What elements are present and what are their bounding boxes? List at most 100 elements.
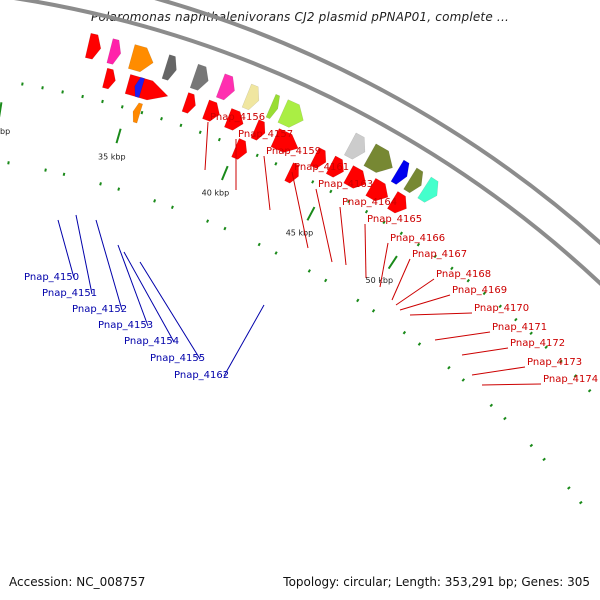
forward-gene-arrow[interactable] — [403, 167, 424, 194]
tick-mark — [217, 137, 221, 142]
scale-label: 35 kbp — [98, 152, 126, 161]
gene-label[interactable]: Pnap_4156 — [210, 112, 265, 123]
forward-gene-arrow[interactable] — [325, 155, 344, 178]
scale-label: 30 kbp — [0, 127, 10, 136]
gene-label[interactable]: Pnap_4165 — [367, 214, 422, 225]
forward-gene-arrow[interactable] — [417, 176, 439, 203]
forward-gene-arrow[interactable] — [309, 147, 327, 169]
forward-gene-arrow[interactable] — [215, 73, 235, 101]
gene-labels: Pnap_4156 Pnap_4157 Pnap_4159 Pnap_4161 Pnap… — [24, 112, 598, 385]
tick-mark — [7, 161, 10, 165]
tick-mark — [347, 199, 351, 204]
tick-mark — [399, 231, 404, 236]
reverse-gene-arrow[interactable] — [132, 102, 144, 124]
tick-mark — [579, 500, 583, 505]
tick-mark — [21, 82, 24, 86]
gene-label[interactable]: Pnap_4167 — [412, 249, 467, 260]
gene-label[interactable]: Pnap_4150 — [24, 272, 79, 283]
backbone-outer — [153, 0, 600, 246]
tick-mark — [489, 403, 494, 408]
map-title: Polaromonas naphthalenivorans CJ2 plasmi… — [91, 10, 509, 24]
gene-label[interactable]: Pnap_4171 — [492, 322, 547, 333]
gene-label[interactable]: Pnap_4161 — [294, 162, 349, 173]
forward-gene-arrow[interactable] — [250, 119, 266, 141]
label-leader-line — [399, 294, 451, 311]
backbone — [13, 0, 600, 286]
forward-gene-arrow[interactable] — [106, 38, 122, 65]
gene-features — [84, 32, 439, 214]
scale-tick — [387, 255, 398, 270]
forward-gene-arrow[interactable] — [277, 99, 304, 128]
accession-label: Accession: NC_008757 — [9, 575, 146, 589]
forward-gene-arrow[interactable] — [189, 63, 209, 91]
gene-label[interactable]: Pnap_4173 — [527, 357, 582, 368]
label-leader-line — [471, 366, 526, 376]
forward-gene-arrow[interactable] — [181, 92, 196, 114]
gene-label[interactable]: Pnap_4166 — [390, 233, 445, 244]
forward-gene-arrow[interactable] — [265, 93, 281, 120]
forward-gene-arrow[interactable] — [365, 177, 389, 202]
gene-label[interactable]: Pnap_4155 — [150, 353, 205, 364]
gene-label[interactable]: Pnap_4163 — [318, 179, 373, 190]
forward-gene-arrow[interactable] — [386, 191, 407, 214]
forward-gene-arrow[interactable] — [390, 159, 410, 185]
backbone-inner — [13, 0, 600, 286]
gene-label[interactable]: Pnap_4157 — [238, 129, 293, 140]
forward-gene-arrow[interactable] — [343, 132, 366, 160]
forward-gene-arrow[interactable] — [202, 99, 220, 122]
label-leader-line — [339, 206, 347, 266]
tick-mark — [311, 180, 315, 184]
gene-label[interactable]: Pnap_4170 — [474, 303, 529, 314]
forward-gene-arrow[interactable] — [231, 138, 248, 160]
tick-mark — [61, 90, 64, 94]
forward-gene-arrow[interactable] — [363, 143, 393, 173]
gene-label[interactable]: Pnap_4172 — [510, 338, 565, 349]
label-leader-line — [391, 258, 411, 301]
tick-mark — [153, 199, 157, 203]
gene-label[interactable]: Pnap_4152 — [72, 304, 127, 315]
reverse-gene-arrow[interactable] — [134, 77, 145, 98]
scale-tick — [115, 128, 122, 144]
topology-summary: Topology: circular; Length: 353,291 bp; … — [283, 575, 590, 589]
tick-mark — [529, 331, 533, 336]
forward-gene-arrow[interactable] — [270, 128, 299, 153]
tick-mark — [120, 105, 124, 109]
gene-label[interactable]: Pnap_4153 — [98, 320, 153, 331]
tick-mark — [255, 153, 259, 158]
forward-gene-arrow[interactable] — [224, 108, 244, 131]
scale-label: 45 kbp — [286, 228, 314, 237]
scale-tick — [0, 102, 3, 118]
gene-label[interactable]: Pnap_4168 — [436, 269, 491, 280]
gene-label[interactable]: Pnap_4159 — [266, 146, 321, 157]
tick-mark — [371, 309, 376, 313]
forward-gene-arrow[interactable] — [343, 165, 367, 189]
gene-label[interactable]: Pnap_4162 — [174, 370, 229, 381]
scale-tick — [306, 206, 316, 221]
tick-mark — [99, 182, 102, 186]
tick-mark — [450, 266, 454, 271]
tick-mark — [257, 242, 261, 247]
tick-mark — [567, 486, 571, 490]
forward-gene-arrow[interactable] — [124, 74, 169, 101]
label-leader-line — [123, 251, 175, 343]
scale-tick — [221, 165, 229, 181]
gene-label[interactable]: Pnap_4174 — [543, 374, 598, 385]
label-leader-line — [315, 188, 333, 263]
gene-label[interactable]: Pnap_4164 — [342, 197, 397, 208]
tick-mark — [544, 345, 548, 349]
tick-mark — [198, 130, 202, 135]
forward-gene-arrow[interactable] — [102, 67, 116, 90]
tick-mark — [41, 86, 44, 90]
tick-mark — [461, 378, 466, 382]
tick-mark — [402, 330, 407, 335]
tick-mark — [101, 99, 104, 104]
gene-label[interactable]: Pnap_4169 — [452, 285, 507, 296]
gene-label[interactable]: Pnap_4154 — [124, 336, 179, 347]
outer-tick-ring — [7, 82, 592, 505]
gene-label[interactable]: Pnap_4151 — [42, 288, 97, 299]
forward-gene-arrow[interactable] — [241, 83, 260, 111]
forward-gene-arrow[interactable] — [284, 162, 299, 184]
forward-gene-arrow[interactable] — [161, 54, 177, 81]
forward-gene-arrow[interactable] — [84, 32, 102, 60]
forward-gene-arrow[interactable] — [127, 44, 154, 73]
